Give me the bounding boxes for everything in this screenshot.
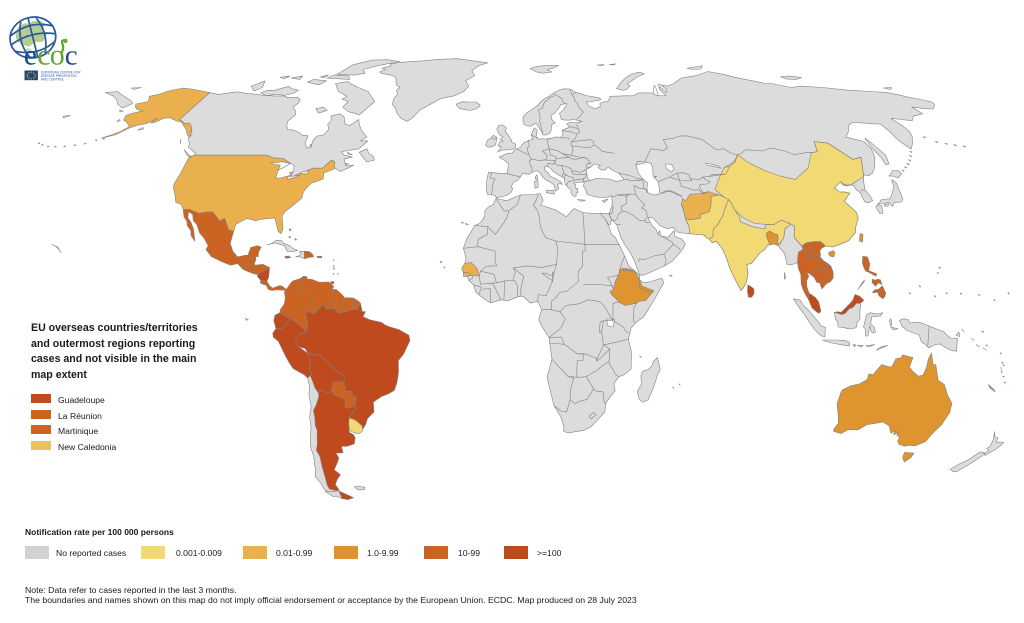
- svg-text:o: o: [50, 39, 65, 72]
- svg-text:e: e: [24, 39, 37, 72]
- svg-text:c: c: [65, 40, 78, 72]
- svg-text:AND CONTROL: AND CONTROL: [41, 78, 64, 82]
- svg-text:c: c: [37, 39, 50, 72]
- svg-text:EUROPEAN CENTRE FOR: EUROPEAN CENTRE FOR: [41, 70, 81, 74]
- svg-text:DISEASE PREVENTION: DISEASE PREVENTION: [41, 74, 77, 78]
